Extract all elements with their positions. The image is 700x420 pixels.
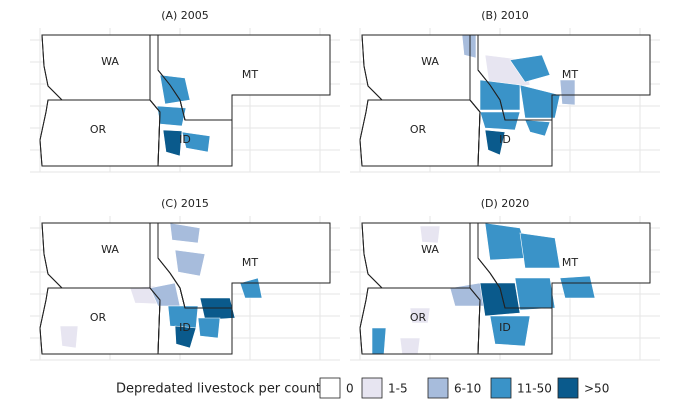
state-label: ID xyxy=(179,133,191,146)
county xyxy=(519,232,561,269)
county xyxy=(181,131,211,153)
state-label: OR xyxy=(410,123,427,136)
state-label: OR xyxy=(90,311,107,324)
legend-label: 1-5 xyxy=(388,382,408,396)
state-label: WA xyxy=(101,55,119,68)
county xyxy=(174,249,206,277)
state-label: OR xyxy=(410,311,427,324)
county xyxy=(509,54,551,83)
legend-swatch xyxy=(361,377,383,399)
county xyxy=(461,34,477,59)
state-label: ID xyxy=(499,133,511,146)
state-outline xyxy=(361,34,471,101)
legend-label: >50 xyxy=(584,382,609,396)
map-panel: WA OR ID MT (A) 2005 xyxy=(30,9,340,173)
panel-title: (D) 2020 xyxy=(481,197,530,210)
county xyxy=(519,84,561,119)
state-label: MT xyxy=(242,68,258,81)
county xyxy=(59,325,79,349)
panel-title: (A) 2005 xyxy=(161,9,209,22)
state-label: MT xyxy=(562,68,578,81)
state-label: WA xyxy=(101,243,119,256)
state-outline xyxy=(41,222,151,289)
legend-swatch xyxy=(557,377,579,399)
legend-label: 6-10 xyxy=(454,382,481,396)
legend-label: 0 xyxy=(346,382,354,396)
county xyxy=(524,119,551,137)
county xyxy=(156,105,187,127)
state-outline xyxy=(41,34,151,101)
county xyxy=(479,79,521,111)
county xyxy=(174,325,197,349)
county xyxy=(559,275,596,299)
panel-title: (B) 2010 xyxy=(481,9,529,22)
state-border xyxy=(477,222,651,309)
state-label: ID xyxy=(179,321,191,334)
state-label: WA xyxy=(421,55,439,68)
state-border xyxy=(157,222,331,309)
state-border xyxy=(157,34,331,121)
map-panel: WA OR ID MT (C) 2015 xyxy=(30,197,340,361)
legend-swatch xyxy=(427,377,449,399)
legend-swatch xyxy=(319,377,341,399)
county xyxy=(199,297,236,321)
map-panel: WA OR ID MT (B) 2010 xyxy=(350,9,660,173)
state-label: ID xyxy=(499,321,511,334)
county xyxy=(371,327,387,355)
map-panel: WA OR ID MT (D) 2020 xyxy=(350,197,660,361)
state-label: WA xyxy=(421,243,439,256)
county xyxy=(484,129,506,156)
county xyxy=(419,225,441,244)
county xyxy=(399,337,421,355)
legend-label: 11-50 xyxy=(517,382,552,396)
county xyxy=(514,277,556,311)
state-border xyxy=(477,34,651,121)
state-label: OR xyxy=(90,123,107,136)
county xyxy=(559,79,576,106)
state-outline xyxy=(361,222,471,289)
legend-swatch xyxy=(490,377,512,399)
county xyxy=(479,111,521,131)
county xyxy=(169,222,201,244)
county xyxy=(409,307,431,324)
county xyxy=(489,315,531,347)
panel-title: (C) 2015 xyxy=(161,197,209,210)
legend-title: Depredated livestock per county xyxy=(116,382,329,397)
county xyxy=(159,74,191,105)
state-label: MT xyxy=(562,256,578,269)
county xyxy=(197,317,221,339)
county xyxy=(162,129,183,157)
state-label: MT xyxy=(242,256,258,269)
